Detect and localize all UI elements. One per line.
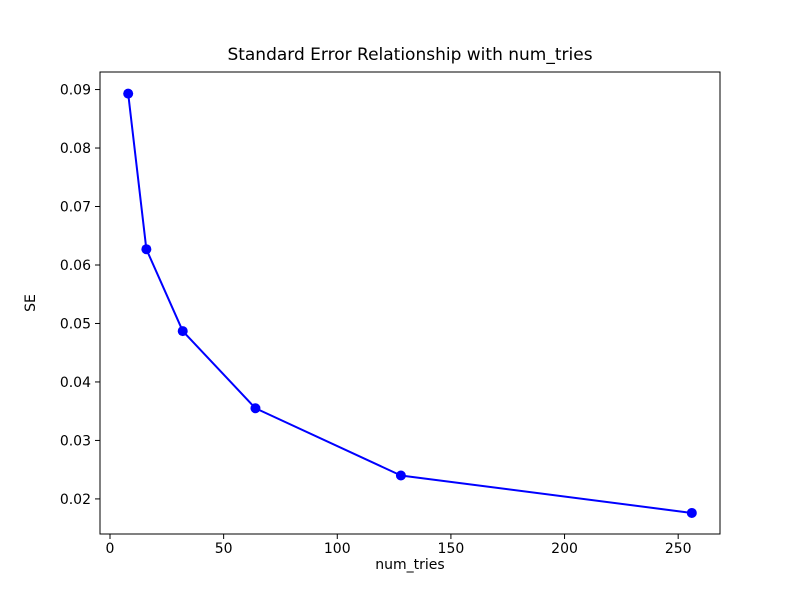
y-tick-label: 0.07 [60, 200, 91, 216]
data-point [141, 244, 152, 255]
data-point [395, 470, 406, 481]
data-point [250, 403, 261, 414]
y-tick-label: 0.06 [60, 258, 91, 274]
data-point [177, 326, 188, 337]
data-point [123, 88, 134, 99]
y-tick-label: 0.08 [60, 141, 91, 157]
x-axis-label: num_tries [375, 557, 445, 573]
y-tick-label: 0.04 [60, 375, 91, 391]
x-tick-label: 250 [665, 541, 692, 557]
y-tick-label: 0.09 [60, 83, 91, 99]
data-line [127, 93, 692, 514]
y-tick-label: 0.02 [60, 492, 91, 508]
chart-title: Standard Error Relationship with num_tri… [227, 45, 593, 65]
y-tick-label: 0.03 [60, 433, 91, 449]
x-tick-label: 50 [215, 541, 233, 557]
x-tick-label: 0 [106, 541, 115, 557]
y-tick-label: 0.05 [60, 316, 91, 332]
x-tick-label: 100 [324, 541, 351, 557]
x-tick-label: 200 [551, 541, 578, 557]
plot-border [99, 71, 721, 535]
data-point [686, 507, 697, 518]
x-tick-label: 150 [438, 541, 465, 557]
